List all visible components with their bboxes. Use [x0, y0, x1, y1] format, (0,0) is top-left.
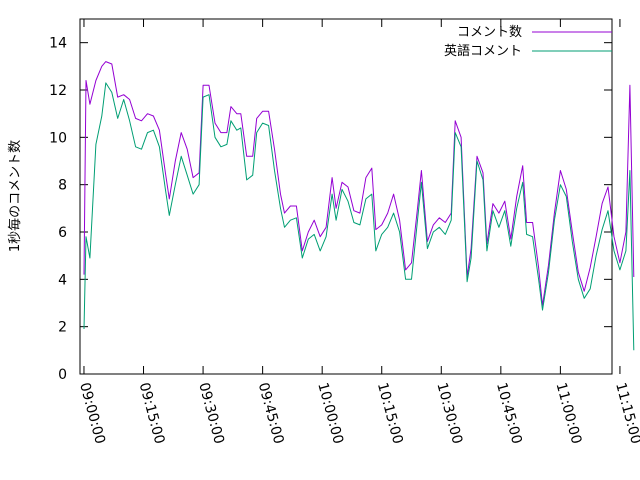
x-tick-label-8: 11:00:00 [553, 381, 585, 446]
x-tick-label-3: 09:45:00 [255, 381, 287, 446]
y-tick-label-7: 14 [49, 36, 67, 52]
series-line-1 [83, 82, 635, 351]
x-tick-label-0: 09:00:00 [76, 381, 108, 446]
y-axis-label: 1秒毎のコメント数 [7, 140, 23, 252]
plot-frame [79, 18, 613, 375]
x-tick-label-7: 10:45:00 [493, 381, 525, 446]
series-layer [83, 61, 635, 351]
y-tick-label-2: 4 [58, 272, 67, 288]
x-axis: 09:00:00 09:15:00 09:30:00 09:45:00 10:00:00… [76, 19, 640, 446]
x-tick-label-6: 10:30:00 [433, 381, 465, 446]
y-tick-label-5: 10 [49, 130, 67, 146]
legend: コメント数 英語コメント [444, 25, 612, 59]
y-axis: 0 2 4 6 8 10 12 14 [49, 36, 612, 383]
x-tick-label-5: 10:15:00 [374, 381, 406, 446]
x-tick-label-1: 09:15:00 [136, 381, 168, 446]
y-tick-label-4: 8 [58, 178, 67, 194]
series-line-0 [83, 61, 635, 306]
x-tick-label-2: 09:30:00 [195, 381, 227, 446]
x-tick-label-4: 10:00:00 [314, 381, 346, 446]
legend-label-0: コメント数 [457, 25, 522, 40]
y-tick-label-1: 2 [58, 320, 67, 336]
legend-label-1: 英語コメント [444, 43, 522, 59]
y-tick-label-0: 0 [58, 367, 67, 383]
y-tick-label-6: 12 [49, 83, 67, 99]
x-tick-label-9: 11:15:00 [612, 381, 640, 446]
y-tick-label-3: 6 [58, 225, 67, 241]
